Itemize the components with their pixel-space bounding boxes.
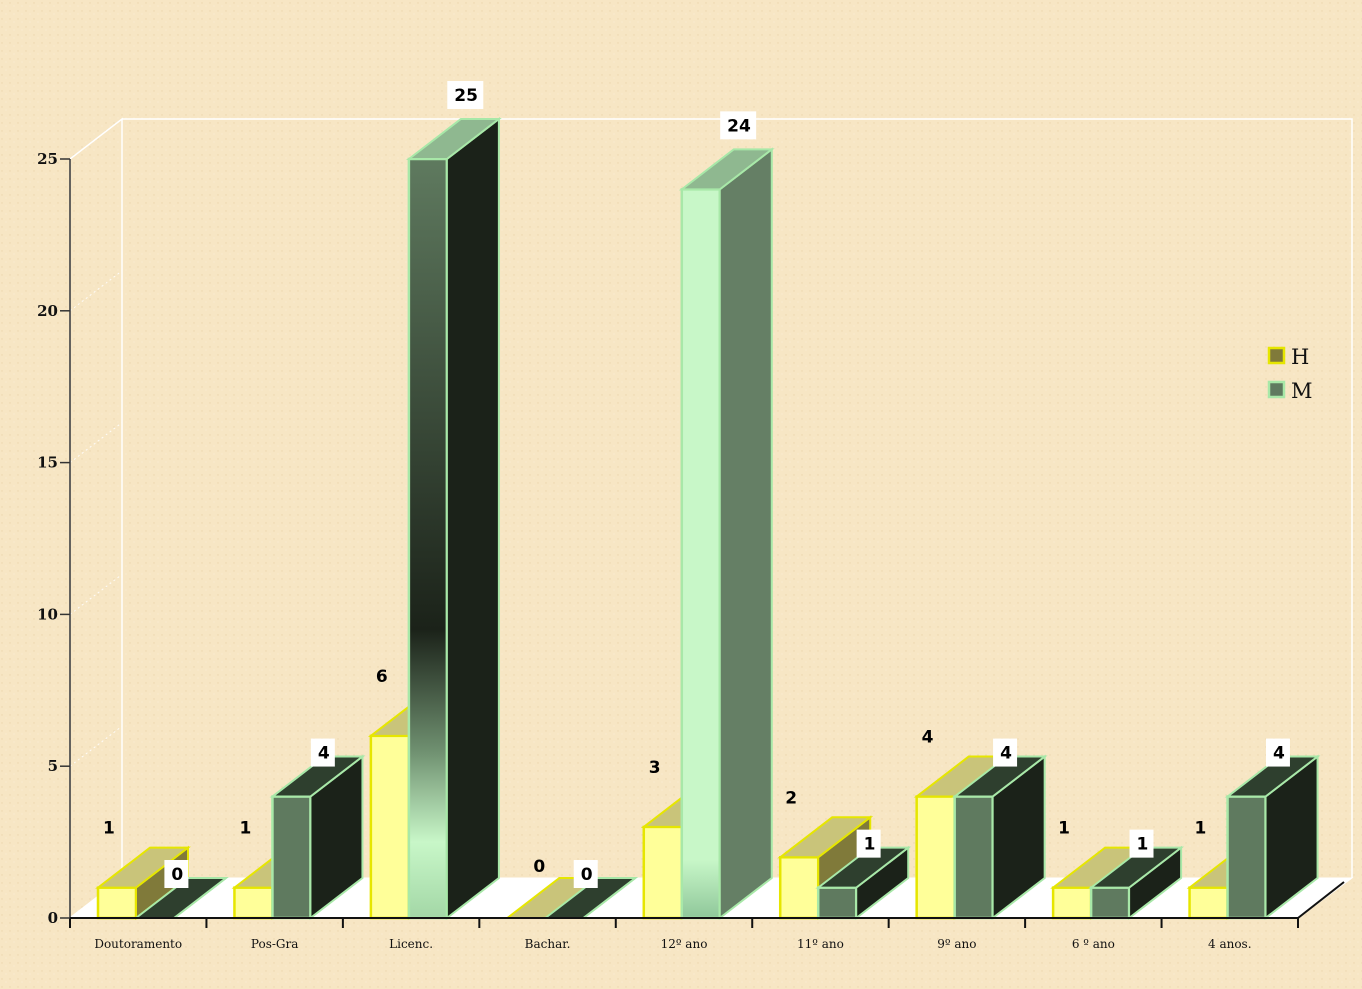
bar-m-4-side	[718, 147, 773, 921]
gridline	[69, 118, 123, 160]
value-label-m-3: 0	[581, 865, 593, 885]
bar-m-8-top	[1224, 755, 1321, 798]
bar-m-4-top	[678, 148, 775, 191]
bar-h-7-front	[1051, 886, 1093, 920]
bar-m-4	[678, 147, 775, 921]
bar-m-2-front	[407, 157, 449, 920]
legend-label-m: M	[1291, 379, 1313, 403]
value-label-m-7: 1	[1137, 835, 1149, 855]
value-label-m-0: 0	[171, 865, 183, 885]
bar-m-2-side	[445, 116, 500, 921]
y-tick-label-0: 0	[48, 909, 58, 927]
value-label-bg-m-6	[993, 738, 1018, 767]
bar-m-6-top	[951, 755, 1048, 798]
x-axis-depth	[1297, 881, 1345, 919]
bar-m-1-front	[271, 795, 312, 920]
value-label-bg-m-5	[856, 829, 881, 858]
bar-m-7-front	[1089, 886, 1131, 920]
category-label-2: Licenc.	[389, 937, 433, 951]
value-label-m-2: 25	[454, 86, 478, 106]
value-label-h-4: 3	[649, 758, 661, 778]
category-label-1: Pos-Gra	[251, 937, 299, 951]
value-label-m-8: 4	[1273, 744, 1285, 764]
bar-h-8-front	[1188, 886, 1229, 920]
value-label-bg-m-2	[447, 81, 484, 109]
gridline	[69, 422, 123, 463]
value-label-m-5: 1	[864, 835, 876, 855]
value-label-bg-m-4	[720, 111, 757, 140]
legend-swatch-h	[1267, 346, 1286, 365]
bar-m-2-top	[405, 118, 502, 160]
value-label-m-6: 4	[1000, 744, 1012, 764]
category-label-6: 9º ano	[937, 937, 976, 951]
bar-m-8	[1224, 754, 1321, 921]
value-label-h-7: 1	[1058, 819, 1070, 839]
value-label-h-0: 1	[103, 819, 115, 839]
bar-h-5-front	[778, 856, 820, 920]
value-label-bg-m-1	[310, 738, 335, 767]
bar-h-6-front	[915, 795, 956, 920]
bar-m-6-front	[953, 795, 994, 920]
bar-h-0-top	[95, 846, 191, 889]
y-tick-label-25: 25	[37, 150, 58, 168]
value-label-m-1: 4	[318, 744, 330, 764]
bar-h-1-front	[233, 886, 274, 920]
category-label-8: 4 anos.	[1208, 937, 1252, 951]
value-label-m-4: 24	[727, 116, 751, 136]
value-label-bg-m-0	[164, 860, 189, 888]
bar-m-8-front	[1226, 795, 1267, 920]
value-label-h-6: 4	[922, 728, 934, 748]
category-label-5: 11º ano	[797, 937, 844, 951]
bar-m-7-top	[1088, 846, 1185, 889]
value-label-h-8: 1	[1195, 819, 1207, 839]
axes: Doutoramento Pos-Gra Licenc. Bachar. 12º ano…	[37, 150, 1345, 951]
bar-m-1-top	[269, 755, 366, 798]
bar-m-5	[815, 845, 912, 921]
bar-m-7	[1088, 845, 1185, 921]
gridline	[69, 725, 123, 767]
bars	[95, 116, 1321, 921]
bar-h-2-front	[369, 734, 411, 920]
legend-label-h: H	[1291, 345, 1309, 369]
value-label-h-3: 0	[533, 857, 545, 877]
bar-m-5-front	[816, 886, 858, 920]
value-label-h-2: 6	[376, 667, 388, 687]
gridline	[69, 574, 123, 615]
y-tick-label-15: 15	[37, 454, 58, 472]
bar-m-6	[951, 754, 1048, 921]
category-label-4: 12º ano	[661, 937, 708, 951]
value-label-h-5: 2	[785, 788, 797, 808]
bar-h-0-front	[96, 886, 138, 920]
bar-h-4-front	[642, 825, 684, 920]
bar-m-2	[405, 116, 502, 921]
value-labels: 1 0 1 4 6 25 0 0 3 24 2 1 4 4 1 1 1 4	[103, 81, 1290, 888]
bar-m-5-top	[815, 846, 912, 889]
gridline	[69, 270, 123, 312]
y-tick-label-20: 20	[37, 302, 58, 320]
bar-m-4-front	[680, 188, 722, 920]
y-tick-label-5: 5	[48, 757, 58, 775]
legend-swatch-m	[1267, 380, 1286, 399]
bar-h-5-top	[777, 816, 874, 859]
category-label-7: 6 º ano	[1072, 937, 1115, 951]
value-label-bg-m-3	[573, 860, 598, 888]
bar-m-1	[269, 754, 366, 921]
y-tick-label-10: 10	[37, 605, 58, 623]
back-wall	[122, 118, 1353, 878]
category-label-0: Doutoramento	[94, 937, 182, 951]
value-label-bg-m-8	[1265, 738, 1290, 767]
value-label-bg-m-7	[1129, 829, 1154, 858]
legend: H M	[1267, 345, 1313, 403]
category-label-3: Bachar.	[525, 937, 571, 951]
value-label-h-1: 1	[239, 819, 251, 839]
